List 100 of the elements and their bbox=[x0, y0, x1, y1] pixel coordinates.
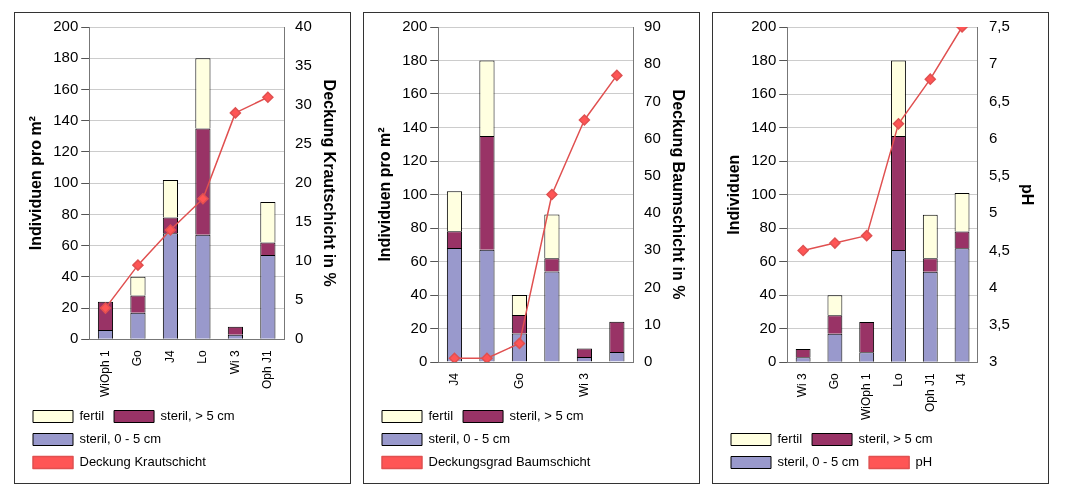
legend-label: steril, 0 - 5 cm bbox=[79, 431, 162, 447]
y-tick-label: 0 bbox=[767, 352, 777, 370]
y2-tick-label: 70 bbox=[644, 91, 661, 109]
y-tick-label: 180 bbox=[402, 50, 428, 68]
y-tick-label: 80 bbox=[61, 204, 79, 222]
y-tick-label: 120 bbox=[53, 142, 79, 160]
y2-tick-label: 30 bbox=[644, 240, 661, 258]
y-tick-label: 180 bbox=[751, 50, 777, 68]
legend-label: steril, > 5 cm bbox=[858, 431, 933, 447]
y-tick-label: 80 bbox=[410, 218, 428, 236]
y2-tick-label: 3,5 bbox=[988, 315, 1010, 333]
y2-axis-title: Deckung Krautschicht in % bbox=[320, 79, 338, 287]
y2-tick-label: 5 bbox=[988, 203, 998, 221]
y-tick-label: 40 bbox=[410, 285, 428, 303]
y-tick-label: 60 bbox=[410, 251, 428, 269]
y-tick-label: 120 bbox=[402, 151, 428, 169]
legend-label: fertil bbox=[428, 408, 454, 424]
y2-tick-label: 15 bbox=[295, 212, 312, 230]
y-tick-label: 0 bbox=[69, 329, 79, 347]
y-tick-label: 40 bbox=[61, 267, 79, 284]
x-tick-label: J4 bbox=[162, 350, 177, 364]
y-tick-label: 20 bbox=[410, 318, 428, 336]
y2-tick-label: 7,5 bbox=[988, 17, 1010, 35]
y-axis-title: Individuen pro m² bbox=[27, 116, 45, 251]
x-tick-label: Wi 3 bbox=[795, 372, 810, 398]
y-tick-label: 200 bbox=[53, 17, 79, 35]
y2-tick-label: 25 bbox=[295, 134, 312, 152]
x-tick-label: Oph J1 bbox=[260, 350, 275, 390]
legend-label: Deckung Krautschicht bbox=[79, 454, 207, 470]
y-tick-label: 40 bbox=[759, 285, 777, 303]
y2-tick-label: 90 bbox=[644, 17, 661, 35]
y2-tick-label: 4,5 bbox=[988, 240, 1010, 258]
x-tick-label: J4 bbox=[446, 372, 461, 386]
y-tick-label: 0 bbox=[418, 352, 428, 370]
x-tick-label: WiOph 1 bbox=[97, 350, 112, 398]
legend-label: steril, 0 - 5 cm bbox=[428, 431, 511, 447]
y2-tick-label: 3 bbox=[988, 352, 998, 370]
point bbox=[229, 107, 242, 119]
x-tick-label: J4 bbox=[954, 373, 969, 387]
y-tick-label: 20 bbox=[61, 298, 79, 316]
legend-label: steril, > 5 cm bbox=[509, 408, 584, 424]
point bbox=[448, 352, 461, 362]
point bbox=[829, 237, 841, 249]
point bbox=[892, 118, 905, 130]
y-tick-label: 140 bbox=[402, 117, 428, 135]
point bbox=[860, 229, 873, 242]
y2-tick-label: 30 bbox=[295, 95, 312, 113]
y-tick-label: 140 bbox=[751, 117, 777, 135]
x-tick-label: Lo bbox=[890, 373, 905, 387]
legend-label: pH bbox=[915, 454, 933, 470]
y2-tick-label: 60 bbox=[644, 128, 661, 146]
y-axis-title: Individuen pro m² bbox=[376, 127, 394, 262]
y-axis-title: Individuen bbox=[725, 154, 743, 235]
y2-tick-label: 5 bbox=[295, 290, 304, 308]
y2-axis-title: pH bbox=[1018, 184, 1036, 206]
y-tick-label: 180 bbox=[53, 48, 79, 66]
y2-tick-label: 50 bbox=[644, 166, 661, 184]
legend-label: fertil bbox=[79, 408, 105, 424]
point bbox=[197, 193, 209, 205]
y2-tick-label: 20 bbox=[644, 277, 661, 295]
point bbox=[99, 302, 112, 314]
legend-label: Deckungsgrad Baumschicht bbox=[428, 454, 591, 470]
y-tick-label: 160 bbox=[402, 84, 428, 102]
y-tick-label: 160 bbox=[53, 79, 79, 97]
y2-tick-label: 6 bbox=[988, 128, 998, 146]
y-tick-label: 20 bbox=[759, 318, 777, 336]
legend-label: fertil bbox=[777, 431, 803, 447]
y2-tick-label: 0 bbox=[644, 352, 653, 370]
point bbox=[797, 244, 809, 257]
y-tick-label: 140 bbox=[53, 110, 79, 128]
legend-label: steril, 0 - 5 cm bbox=[777, 454, 860, 470]
y2-tick-label: 6,5 bbox=[988, 91, 1010, 109]
x-tick-label: Wi 3 bbox=[576, 372, 591, 397]
y-tick-label: 80 bbox=[759, 218, 777, 236]
legend-label: steril, > 5 cm bbox=[160, 408, 235, 424]
y2-tick-label: 20 bbox=[295, 173, 312, 191]
y2-tick-label: 10 bbox=[295, 251, 312, 269]
y-tick-label: 200 bbox=[751, 17, 777, 35]
x-tick-label: Wi 3 bbox=[227, 349, 242, 375]
x-tick-label: Oph J1 bbox=[922, 373, 937, 413]
y2-tick-label: 40 bbox=[295, 17, 312, 35]
y2-axis-title: Deckung Baumschicht in % bbox=[669, 89, 687, 300]
point bbox=[164, 224, 177, 236]
point bbox=[132, 259, 144, 271]
y2-tick-label: 4 bbox=[988, 277, 998, 295]
y2-tick-label: 40 bbox=[644, 203, 661, 221]
y-tick-label: 100 bbox=[402, 184, 428, 202]
point bbox=[924, 73, 937, 85]
point bbox=[611, 69, 623, 82]
y-tick-label: 60 bbox=[759, 251, 777, 269]
x-tick-label: Go bbox=[511, 372, 526, 390]
point bbox=[262, 91, 274, 104]
y2-tick-label: 7 bbox=[988, 54, 998, 72]
y2-tick-label: 0 bbox=[295, 329, 304, 347]
y-tick-label: 100 bbox=[53, 173, 79, 191]
point bbox=[481, 352, 493, 362]
point bbox=[578, 114, 591, 126]
y-tick-label: 200 bbox=[402, 17, 428, 35]
y-tick-label: 120 bbox=[751, 151, 777, 169]
y-tick-label: 100 bbox=[751, 184, 777, 202]
